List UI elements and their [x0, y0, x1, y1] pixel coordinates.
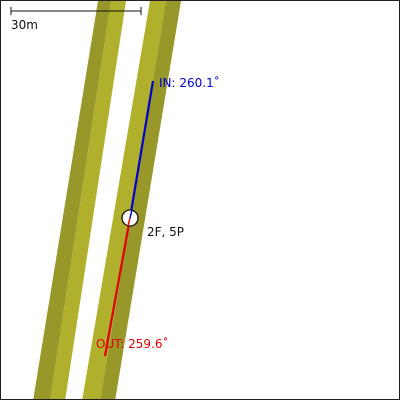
incoming-direction-line — [128, 80, 155, 219]
scale-bar — [10, 7, 142, 15]
road-left-light-lane — [50, 1, 126, 399]
node-label: 2F, 5P — [147, 225, 185, 239]
outgoing-direction-line — [103, 217, 132, 357]
incoming-heading-label: IN: 260.1˚ — [159, 76, 220, 90]
road-left — [33, 1, 126, 399]
scale-bar-label: 30m — [11, 18, 38, 32]
road-right-dark-lane — [100, 1, 181, 399]
outgoing-heading-label: OUT: 259.6˚ — [96, 337, 169, 351]
road-left-dark-lane — [33, 1, 111, 399]
node-marker[interactable] — [121, 209, 139, 227]
road-right-light-lane — [82, 1, 166, 399]
road-right — [82, 1, 181, 399]
